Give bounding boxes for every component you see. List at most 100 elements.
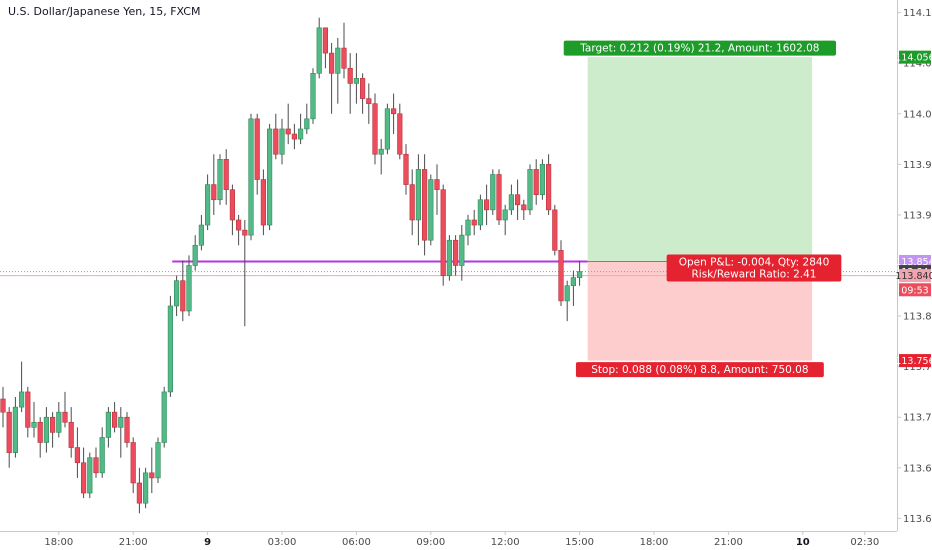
candle[interactable] [81, 447, 87, 499]
candle[interactable] [322, 27, 329, 69]
candle[interactable] [87, 452, 93, 499]
candle[interactable] [155, 437, 161, 483]
candle[interactable] [496, 169, 502, 226]
candle[interactable] [192, 235, 198, 271]
candle[interactable] [341, 22, 347, 79]
candle[interactable] [533, 159, 539, 205]
candle[interactable] [521, 199, 527, 220]
candle[interactable] [304, 103, 310, 135]
candle[interactable] [564, 280, 570, 322]
candle[interactable] [93, 447, 99, 478]
candle[interactable] [452, 235, 459, 276]
candle[interactable] [130, 437, 136, 494]
candle[interactable] [359, 73, 366, 114]
candle[interactable] [459, 225, 465, 281]
candle[interactable] [279, 118, 285, 165]
candle[interactable] [508, 184, 515, 215]
stop-label[interactable]: Stop: 0.088 (0.08%) 8.8, Amount: 750.08 [575, 362, 824, 378]
candle[interactable] [390, 93, 397, 135]
candle[interactable] [149, 447, 155, 494]
candle[interactable] [62, 391, 68, 428]
candle[interactable] [335, 37, 341, 104]
candle[interactable] [539, 159, 545, 200]
candle[interactable] [143, 467, 149, 509]
candle[interactable] [167, 295, 174, 397]
candle[interactable] [316, 17, 322, 79]
candle[interactable] [558, 240, 564, 306]
candle[interactable] [366, 83, 372, 124]
candle[interactable] [266, 123, 273, 231]
candle[interactable] [223, 149, 229, 205]
candle[interactable] [12, 396, 19, 458]
candle[interactable] [397, 103, 403, 160]
candle[interactable] [310, 68, 316, 124]
candle[interactable] [471, 209, 477, 236]
candle[interactable] [49, 412, 56, 448]
candle[interactable] [372, 93, 378, 165]
candle[interactable] [502, 204, 508, 236]
candle[interactable] [161, 386, 167, 448]
candle[interactable] [440, 184, 446, 286]
candle[interactable] [56, 402, 62, 438]
candle[interactable] [118, 407, 124, 458]
candle[interactable] [552, 204, 558, 256]
candle[interactable] [260, 169, 267, 236]
candle[interactable] [576, 260, 583, 286]
candle[interactable] [99, 427, 105, 478]
candle[interactable] [477, 194, 484, 231]
target-zone[interactable] [587, 57, 813, 262]
candle[interactable] [328, 42, 335, 114]
candle[interactable] [74, 427, 80, 478]
candle[interactable] [347, 53, 353, 114]
candle[interactable] [291, 123, 298, 150]
candle[interactable] [6, 407, 12, 468]
candle[interactable] [186, 255, 192, 317]
candle[interactable] [353, 53, 360, 104]
candle[interactable] [465, 214, 471, 246]
candle[interactable] [409, 169, 415, 236]
candle[interactable] [415, 154, 422, 246]
candle[interactable] [105, 407, 111, 448]
candle[interactable] [31, 402, 37, 438]
candle[interactable] [25, 386, 31, 438]
candle[interactable] [211, 154, 217, 215]
candle[interactable] [384, 103, 391, 155]
candle[interactable] [43, 407, 49, 453]
candle[interactable] [273, 113, 279, 160]
candle[interactable] [446, 235, 453, 281]
candle[interactable] [229, 184, 236, 236]
candle[interactable] [18, 361, 25, 413]
candle[interactable] [570, 270, 576, 306]
candle[interactable] [483, 184, 490, 226]
candle[interactable] [514, 179, 521, 220]
candle[interactable] [236, 214, 242, 246]
candle[interactable] [421, 154, 428, 256]
candle[interactable] [217, 154, 223, 205]
candle[interactable] [180, 260, 186, 322]
candle[interactable] [248, 113, 254, 241]
candle[interactable] [198, 214, 205, 251]
candle[interactable] [490, 169, 496, 215]
candle[interactable] [174, 275, 180, 317]
candle[interactable] [254, 113, 260, 195]
candle[interactable] [37, 417, 43, 458]
candle[interactable] [434, 164, 440, 215]
candle[interactable] [68, 407, 74, 458]
candle[interactable] [285, 103, 291, 145]
candle[interactable] [0, 386, 6, 428]
target-label[interactable]: Target: 0.212 (0.19%) 21.2, Amount: 1602… [563, 40, 837, 56]
candle[interactable] [545, 154, 552, 215]
candle[interactable] [403, 144, 409, 195]
candle[interactable] [112, 402, 118, 433]
candle[interactable] [242, 219, 248, 327]
candle[interactable] [428, 174, 434, 246]
candle[interactable] [205, 174, 211, 231]
candle[interactable] [124, 412, 130, 448]
candle[interactable] [136, 467, 143, 514]
candle[interactable] [378, 139, 384, 175]
candle[interactable] [297, 113, 304, 145]
candle[interactable] [527, 164, 533, 215]
